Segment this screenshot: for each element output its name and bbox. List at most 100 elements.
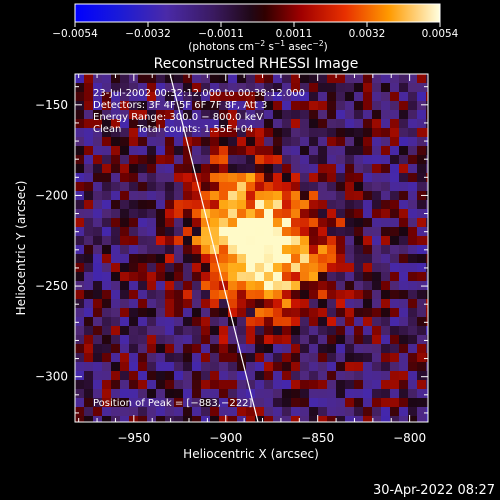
image-pixel bbox=[381, 335, 390, 344]
colorbar-ticks bbox=[74, 22, 441, 27]
image-pixel bbox=[192, 236, 201, 245]
image-pixel bbox=[210, 281, 219, 290]
image-pixel bbox=[399, 101, 408, 110]
image-pixel bbox=[210, 317, 219, 326]
y-axis-label: Heliocentric Y (arcsec) bbox=[14, 181, 28, 316]
image-pixel bbox=[192, 200, 201, 209]
image-pixel bbox=[309, 272, 318, 281]
colorbar-tick-label: 0.0011 bbox=[276, 28, 313, 40]
image-pixel bbox=[390, 398, 399, 407]
image-pixel bbox=[183, 182, 192, 191]
image-pixel bbox=[291, 362, 300, 371]
image-pixel bbox=[138, 254, 147, 263]
image-pixel bbox=[372, 290, 381, 299]
x-tick-label: −900 bbox=[209, 431, 242, 445]
image-pixel bbox=[255, 92, 264, 101]
image-pixel bbox=[273, 317, 282, 326]
image-pixel bbox=[381, 398, 390, 407]
image-pixel bbox=[300, 362, 309, 371]
image-pixel bbox=[165, 173, 174, 182]
image-pixel bbox=[381, 101, 390, 110]
image-pixel bbox=[174, 299, 183, 308]
image-pixel bbox=[111, 308, 120, 317]
image-pixel bbox=[318, 218, 327, 227]
image-pixel bbox=[192, 254, 201, 263]
image-pixel bbox=[102, 200, 111, 209]
image-pixel bbox=[102, 380, 111, 389]
image-pixel bbox=[336, 254, 345, 263]
image-pixel bbox=[300, 353, 309, 362]
image-pixel bbox=[291, 119, 300, 128]
image-pixel bbox=[201, 299, 210, 308]
colorbar-tick-label: −0.0032 bbox=[125, 28, 171, 40]
image-pixel bbox=[174, 380, 183, 389]
image-pixel bbox=[75, 209, 84, 218]
image-pixel bbox=[300, 101, 309, 110]
image-pixel bbox=[327, 362, 336, 371]
image-pixel bbox=[300, 281, 309, 290]
image-pixel bbox=[264, 119, 273, 128]
image-pixel bbox=[291, 371, 300, 380]
image-pixel bbox=[183, 128, 192, 137]
image-pixel bbox=[426, 308, 428, 317]
image-pixel bbox=[102, 227, 111, 236]
image-pixel bbox=[399, 83, 408, 92]
image-pixel bbox=[282, 182, 291, 191]
image-pixel bbox=[336, 200, 345, 209]
image-pixel bbox=[147, 335, 156, 344]
image-pixel bbox=[255, 263, 264, 272]
image-pixel bbox=[354, 389, 363, 398]
image-pixel bbox=[300, 317, 309, 326]
image-pixel bbox=[111, 164, 120, 173]
image-pixel bbox=[201, 164, 210, 173]
image-pixel bbox=[327, 191, 336, 200]
image-pixel bbox=[408, 299, 417, 308]
image-pixel bbox=[372, 344, 381, 353]
image-pixel bbox=[156, 218, 165, 227]
image-pixel bbox=[372, 101, 381, 110]
image-pixel bbox=[318, 110, 327, 119]
image-pixel bbox=[192, 281, 201, 290]
image-pixel bbox=[201, 344, 210, 353]
image-pixel bbox=[417, 326, 426, 335]
image-pixel bbox=[381, 371, 390, 380]
image-pixel bbox=[120, 317, 129, 326]
image-pixel bbox=[201, 119, 210, 128]
image-pixel bbox=[417, 389, 426, 398]
image-pixel bbox=[309, 344, 318, 353]
image-pixel bbox=[372, 407, 381, 416]
image-pixel bbox=[354, 110, 363, 119]
image-pixel bbox=[84, 254, 93, 263]
image-pixel bbox=[363, 272, 372, 281]
image-pixel bbox=[354, 119, 363, 128]
image-pixel bbox=[111, 245, 120, 254]
image-pixel bbox=[264, 380, 273, 389]
image-pixel bbox=[408, 308, 417, 317]
colorbar-tick-label: 0.0054 bbox=[422, 28, 459, 40]
image-pixel bbox=[426, 119, 428, 128]
image-pixel bbox=[111, 236, 120, 245]
image-pixel bbox=[120, 344, 129, 353]
image-pixel bbox=[246, 74, 255, 83]
colorbar-tick-label: 0.0032 bbox=[349, 28, 386, 40]
image-pixel bbox=[282, 110, 291, 119]
image-pixel bbox=[147, 119, 156, 128]
image-pixel bbox=[300, 245, 309, 254]
image-pixel bbox=[201, 272, 210, 281]
image-pixel bbox=[120, 371, 129, 380]
image-pixel bbox=[75, 245, 84, 254]
image-pixel bbox=[138, 227, 147, 236]
image-pixel bbox=[291, 398, 300, 407]
image-pixel bbox=[327, 74, 336, 83]
image-pixel bbox=[192, 326, 201, 335]
image-pixel bbox=[102, 335, 111, 344]
colorbar-tick-labels: −0.0054 −0.0032 −0.0011 0.0011 0.0032 0.0054 bbox=[52, 28, 458, 40]
image-pixel bbox=[183, 380, 192, 389]
image-pixel bbox=[129, 83, 138, 92]
image-pixel bbox=[273, 119, 282, 128]
image-pixel bbox=[426, 362, 428, 371]
image-pixel bbox=[210, 344, 219, 353]
image-pixel bbox=[228, 416, 237, 422]
image-pixel bbox=[75, 398, 84, 407]
image-pixel bbox=[138, 110, 147, 119]
